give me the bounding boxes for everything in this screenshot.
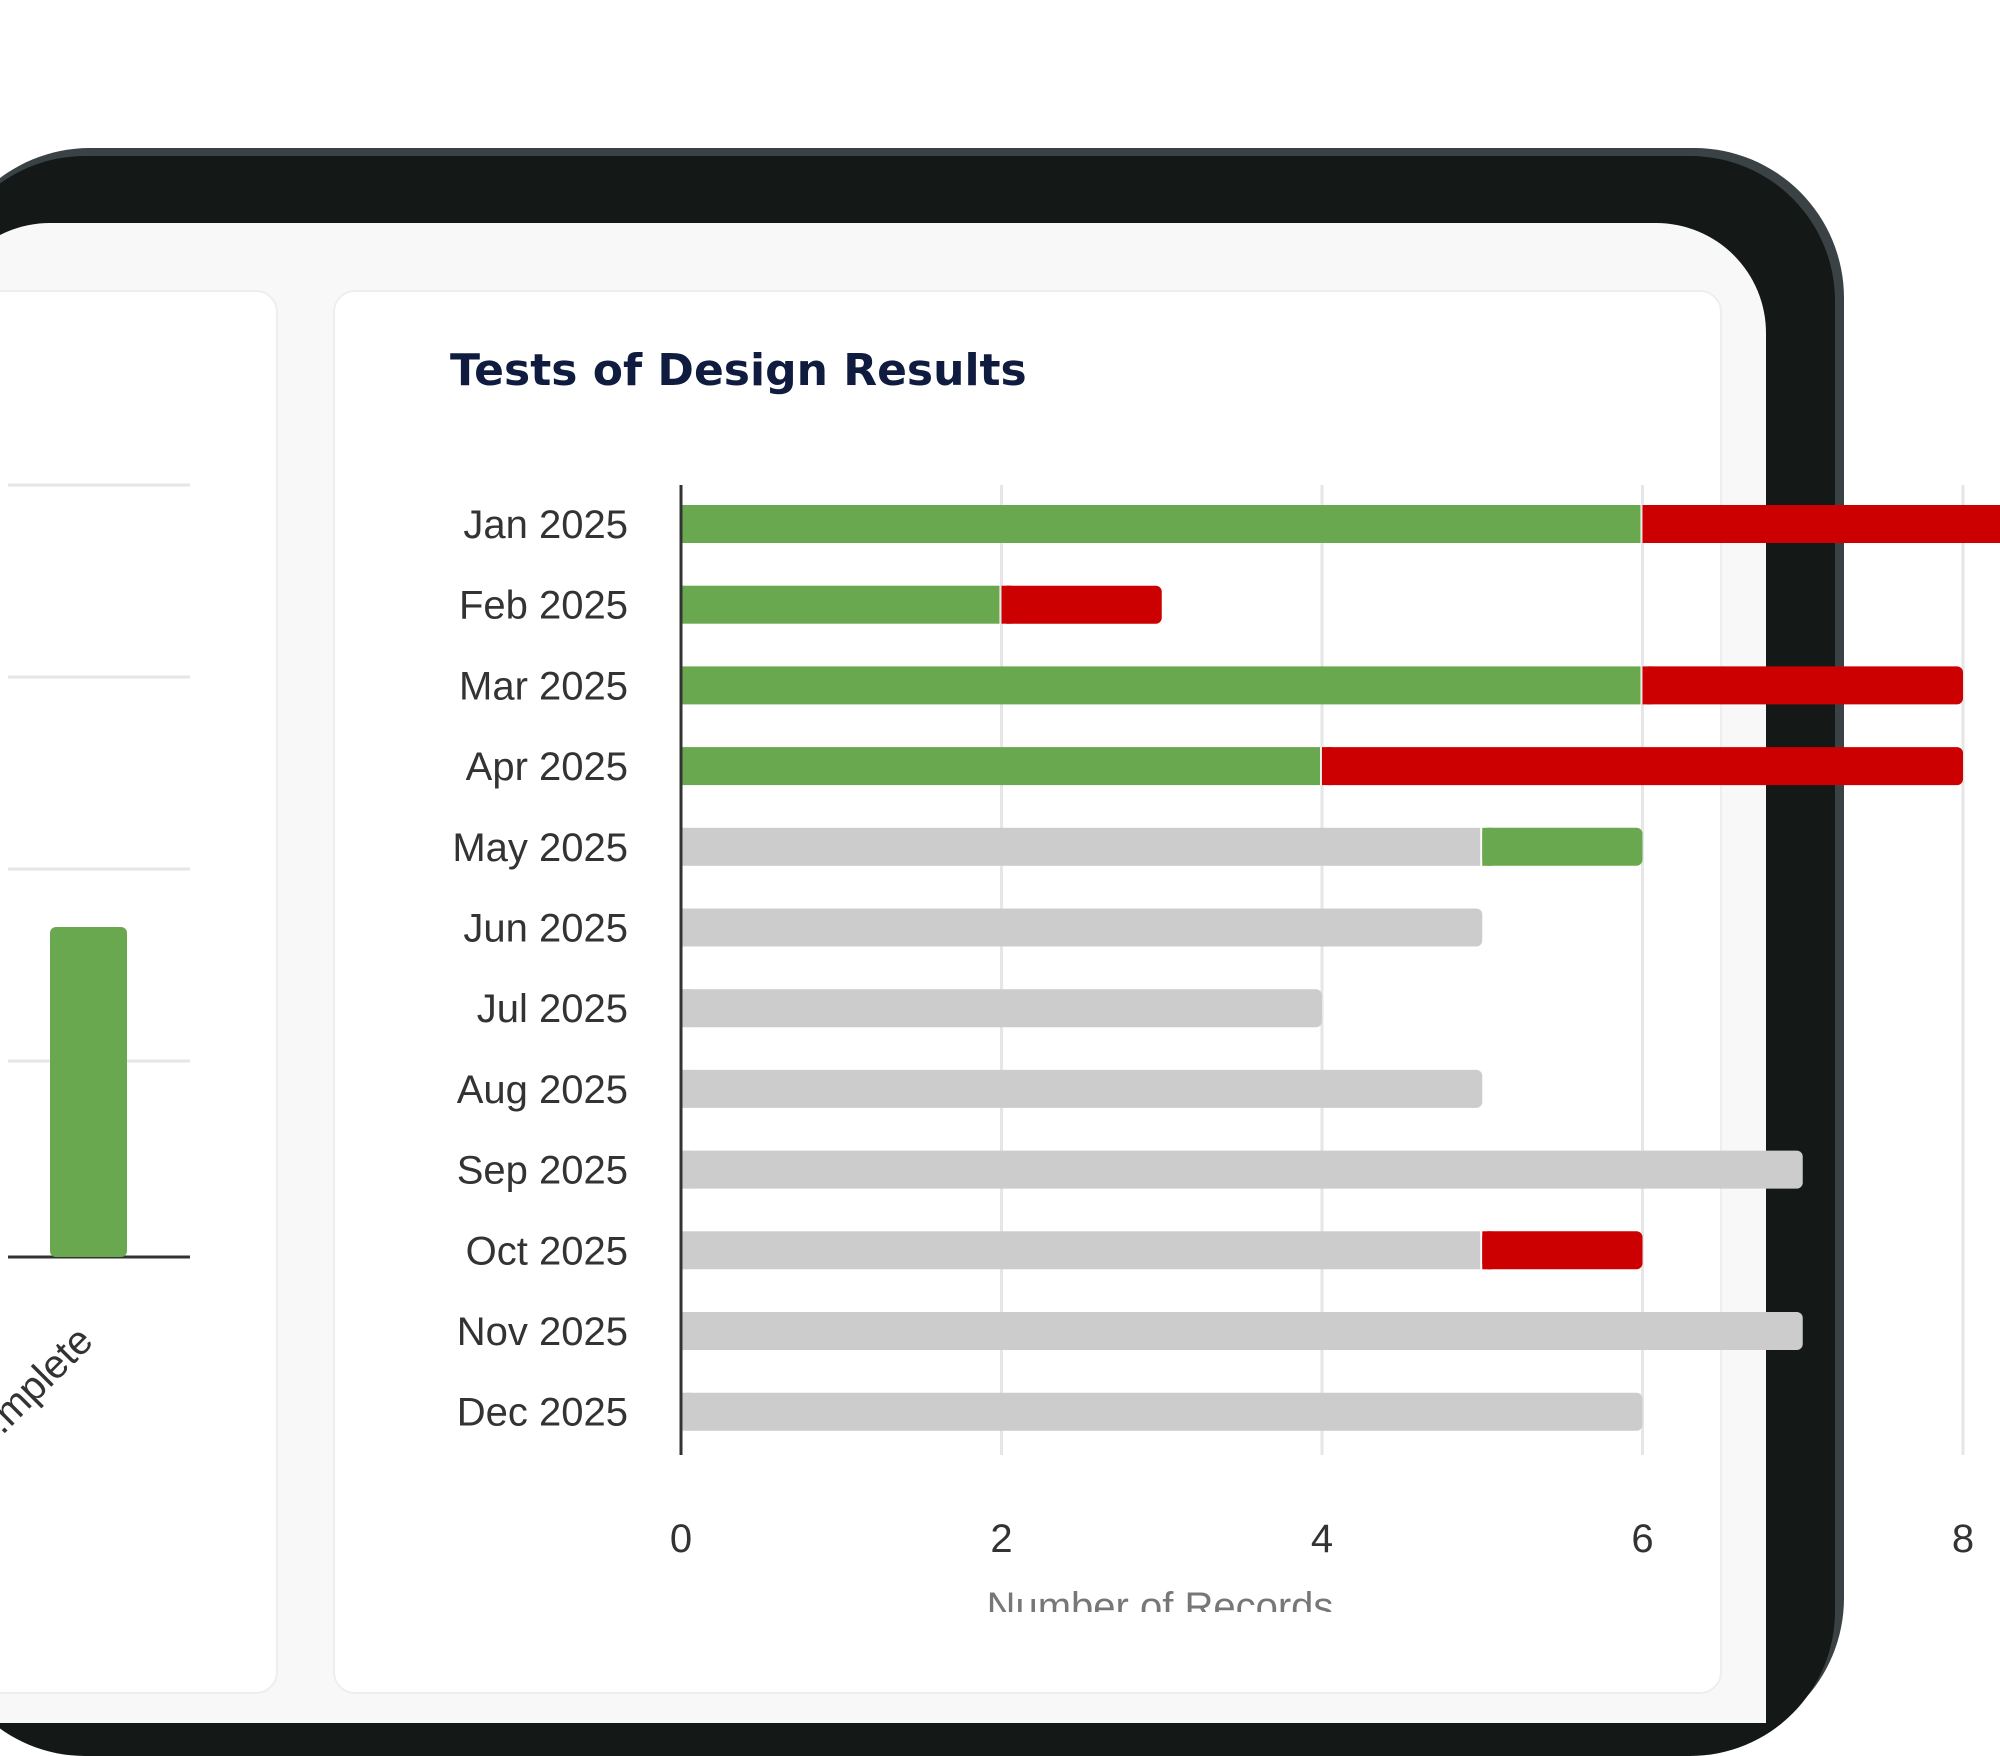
bar-segment	[1002, 586, 1162, 624]
bar-segment	[1322, 747, 1963, 785]
y-tick-label: Jan 2025	[463, 503, 628, 547]
bar-segment-cap	[1322, 747, 1332, 785]
y-tick-label: Jun 2025	[463, 907, 628, 951]
bar-segment	[681, 505, 1641, 543]
y-tick-label: Jul 2025	[477, 987, 628, 1031]
x-tick-label: 0	[670, 1517, 692, 1561]
bar-segment	[681, 1393, 1643, 1431]
bar-segment-cap	[1002, 586, 1012, 624]
bar-segment	[1643, 666, 1964, 704]
bar-segment	[681, 1312, 1803, 1350]
x-tick-label: 8	[1952, 1517, 1974, 1561]
left-bar	[50, 927, 127, 1257]
x-tick-label: 2	[990, 1517, 1012, 1561]
bar-segment	[681, 1151, 1803, 1189]
bar-segment	[1482, 1231, 1642, 1269]
bar-segment-cap	[1482, 828, 1492, 866]
bar-segment	[681, 747, 1320, 785]
y-tick-label: Aug 2025	[457, 1068, 628, 1112]
bar-segment-cap	[1643, 666, 1653, 704]
bar-segment	[681, 989, 1322, 1027]
bar-segment	[681, 1070, 1482, 1108]
y-tick-label: Dec 2025	[457, 1391, 628, 1435]
bar-segment	[681, 666, 1641, 704]
y-tick-label: Oct 2025	[466, 1229, 628, 1273]
y-tick-label: Nov 2025	[457, 1310, 628, 1354]
left-chart: ...mplete	[0, 485, 190, 1458]
bar-segment-cap	[1482, 1231, 1492, 1269]
x-tick-label: 4	[1311, 1517, 1333, 1561]
y-tick-label: Mar 2025	[459, 664, 628, 708]
bar-segment	[1643, 505, 2000, 543]
left-category-label: ...mplete	[0, 1318, 101, 1458]
y-tick-label: Sep 2025	[457, 1149, 628, 1193]
bar-segment	[681, 828, 1480, 866]
bar-segment	[681, 586, 1000, 624]
bar-segment	[681, 1231, 1480, 1269]
bar-segment	[1482, 828, 1642, 866]
x-tick-label: 6	[1631, 1517, 1653, 1561]
tests-of-design-chart: Jan 2025 Feb 2025 Mar 2025 Apr 2025 May 2025…	[452, 485, 2000, 1612]
y-tick-label: Apr 2025	[466, 745, 628, 789]
charts-svg: ...mplete Jan 2025 Feb 2025 Mar 2025 Apr 20…	[0, 0, 2000, 1612]
bar-segment	[681, 909, 1482, 947]
x-axis-title: Number of Records	[987, 1585, 1334, 1612]
y-tick-label: Feb 2025	[459, 584, 628, 628]
bar-segment-cap	[1643, 505, 1653, 543]
y-tick-label: May 2025	[452, 826, 628, 870]
